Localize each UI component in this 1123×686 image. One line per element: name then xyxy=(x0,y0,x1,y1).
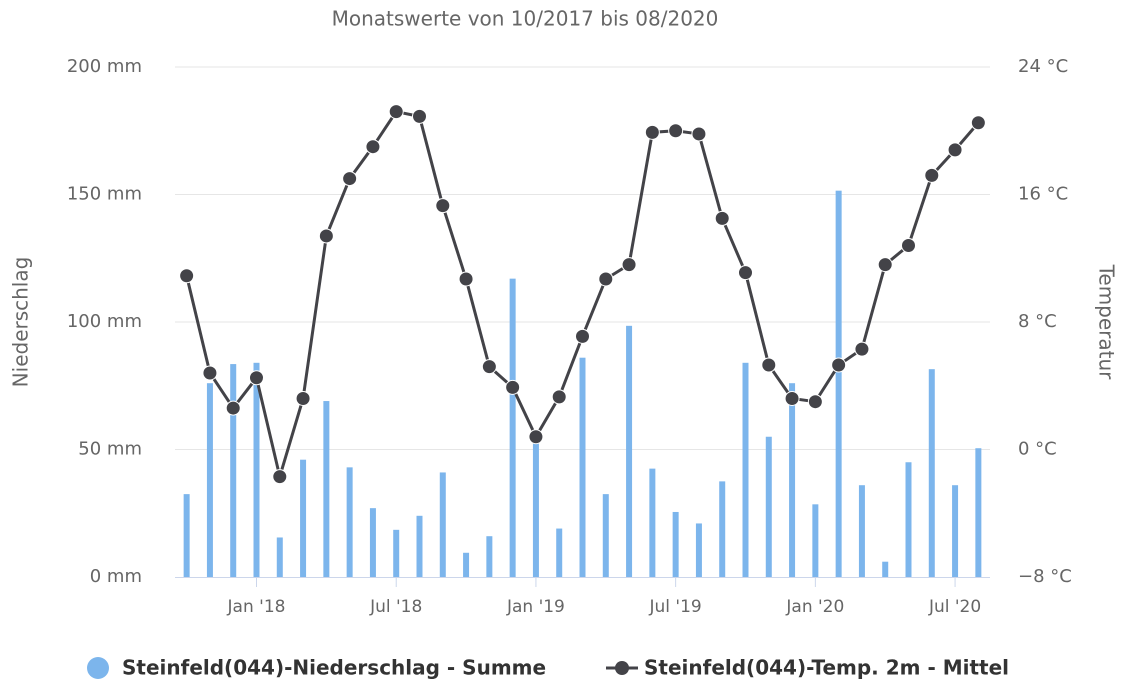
y-tick-label: 150 mm xyxy=(67,184,142,205)
x-tick-label: Jul '18 xyxy=(369,597,422,617)
y2-tick-label: 0 °C xyxy=(1018,439,1057,460)
point xyxy=(924,167,940,183)
point xyxy=(318,228,334,244)
point xyxy=(481,359,497,375)
bar xyxy=(626,325,633,577)
point xyxy=(644,124,660,140)
bar xyxy=(300,459,307,577)
y-tick-label: 0 mm xyxy=(90,566,142,587)
bar xyxy=(183,494,190,577)
point xyxy=(458,271,474,287)
bar xyxy=(649,468,656,577)
point xyxy=(901,238,916,253)
bar xyxy=(579,357,586,577)
point xyxy=(202,365,218,381)
chart-subtitle: Monatswerte von 10/2017 bis 08/2020 xyxy=(332,7,719,31)
bar xyxy=(253,362,260,577)
x-tick-label: Jan '18 xyxy=(227,597,286,617)
x-tick-label: Jan '19 xyxy=(506,597,565,617)
bar xyxy=(975,448,982,577)
bar xyxy=(486,536,493,577)
y-tick-label: 50 mm xyxy=(78,439,142,460)
bar xyxy=(882,561,889,577)
bar xyxy=(719,481,726,577)
bar xyxy=(416,515,423,577)
bar xyxy=(812,504,819,577)
x-tick-label: Jan '20 xyxy=(785,597,844,617)
point xyxy=(551,389,567,405)
point xyxy=(528,429,544,445)
point xyxy=(412,108,427,124)
point xyxy=(877,257,893,273)
point xyxy=(714,210,730,226)
bar xyxy=(323,401,330,577)
point xyxy=(575,328,590,344)
point xyxy=(691,126,707,142)
point xyxy=(435,198,451,214)
bar xyxy=(369,508,376,577)
legend-symbol xyxy=(615,661,629,675)
bar xyxy=(952,485,959,577)
point xyxy=(970,115,986,131)
point xyxy=(621,257,637,273)
legend-symbol xyxy=(87,657,109,679)
point xyxy=(947,142,963,158)
bar xyxy=(928,369,935,577)
point xyxy=(505,379,521,395)
bar xyxy=(463,552,470,577)
x-tick-label: Jul '19 xyxy=(649,597,702,617)
bar xyxy=(509,278,516,577)
x-tick-label: Jul '20 xyxy=(928,597,981,617)
bar xyxy=(346,467,353,577)
y-axis-title: Niederschlag xyxy=(9,257,33,388)
bar xyxy=(276,537,283,577)
y2-tick-label: 16 °C xyxy=(1018,184,1068,205)
bar xyxy=(858,485,865,577)
y2-tick-label: 8 °C xyxy=(1018,311,1057,332)
point xyxy=(761,357,777,373)
bar xyxy=(556,528,563,577)
bar xyxy=(532,436,539,577)
y-tick-label: 100 mm xyxy=(67,311,142,332)
point xyxy=(225,400,241,416)
bar xyxy=(695,523,702,577)
point xyxy=(807,394,823,410)
y2-tick-label: 24 °C xyxy=(1018,56,1068,77)
point xyxy=(784,391,800,406)
legend-label: Steinfeld(044)-Temp. 2m - Mittel xyxy=(644,656,1009,680)
bar xyxy=(672,511,679,577)
point xyxy=(831,357,847,373)
bar xyxy=(393,529,400,577)
point xyxy=(598,271,614,287)
point xyxy=(388,104,404,120)
point xyxy=(342,171,358,187)
bar xyxy=(230,364,237,577)
bar xyxy=(742,362,749,577)
y2-tick-label: −8 °C xyxy=(1018,566,1072,587)
bar xyxy=(905,462,912,577)
bar xyxy=(835,190,842,578)
point xyxy=(668,123,684,139)
bar xyxy=(765,436,772,577)
point xyxy=(249,370,264,386)
point xyxy=(179,268,195,284)
y-tick-label: 200 mm xyxy=(67,56,142,77)
y2-axis-title: Temperatur xyxy=(1095,264,1119,381)
point xyxy=(272,469,288,485)
bar xyxy=(439,472,446,577)
point xyxy=(365,139,381,155)
bar xyxy=(789,383,796,577)
point xyxy=(738,265,753,281)
legend-label: Steinfeld(044)-Niederschlag - Summe xyxy=(122,656,546,680)
point xyxy=(854,341,870,357)
bar xyxy=(206,383,213,577)
bar xyxy=(602,494,609,577)
point xyxy=(295,391,311,406)
